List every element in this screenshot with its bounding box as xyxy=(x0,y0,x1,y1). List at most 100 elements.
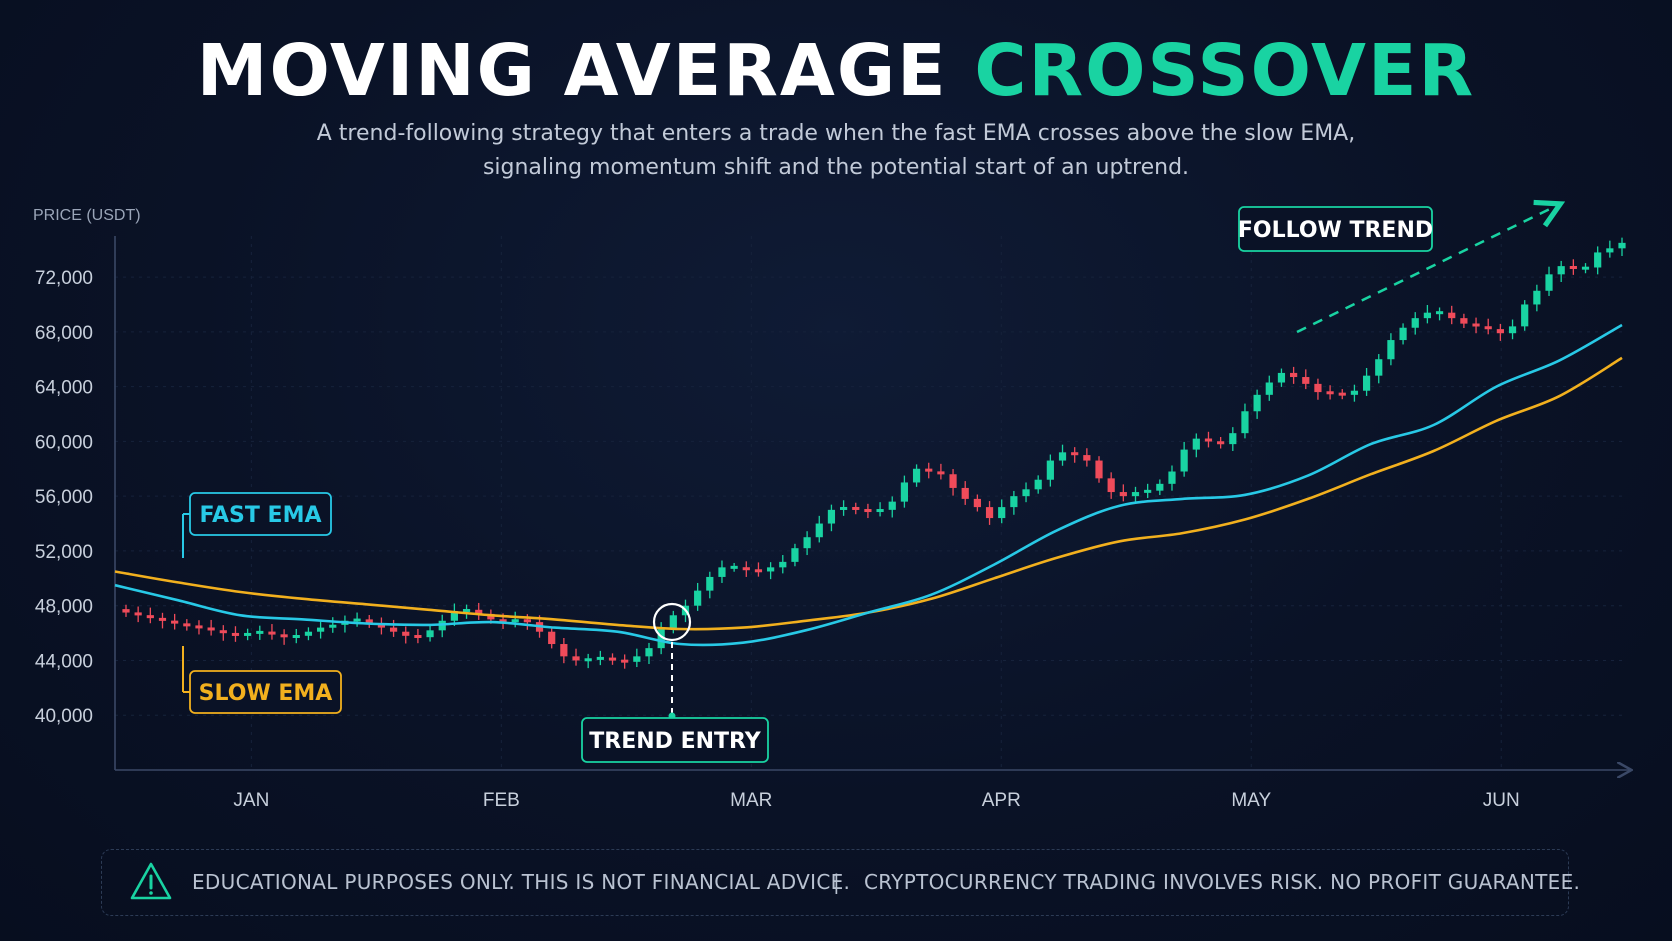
candle xyxy=(1435,307,1444,321)
candle-body xyxy=(1326,391,1334,395)
candle xyxy=(1387,333,1395,366)
candle xyxy=(1533,284,1541,312)
candle xyxy=(426,625,434,642)
candle-body xyxy=(1302,377,1310,384)
candle-body xyxy=(280,634,288,638)
title-part2: CROSSOVER xyxy=(974,29,1476,112)
x-axis-ticks: JAN FEB MAR APR MAY JUN xyxy=(233,790,1519,811)
candle xyxy=(1217,437,1225,449)
subtitle: A trend-following strategy that enters a… xyxy=(236,117,1436,185)
candle xyxy=(1569,259,1577,275)
candle-body xyxy=(669,615,677,629)
candle xyxy=(1095,456,1103,483)
title-part1: MOVING AVERAGE xyxy=(196,29,948,112)
x-tick-label: JAN xyxy=(233,790,269,811)
candle xyxy=(1034,475,1042,494)
y-tick-label: 44,000 xyxy=(35,651,93,672)
candle-body xyxy=(1034,479,1042,490)
candle-body xyxy=(1156,483,1164,491)
price-chart: PRICE (USDT) 40,000 44,000 48,000 52,000 56,… xyxy=(33,0,1672,811)
candle xyxy=(268,624,276,640)
candle-body xyxy=(377,623,386,628)
y-tick-label: 48,000 xyxy=(35,597,93,618)
y-tick-label: 40,000 xyxy=(35,706,93,727)
candle xyxy=(584,653,592,669)
candle-body xyxy=(925,468,933,472)
candle xyxy=(1338,389,1346,400)
candle-body xyxy=(584,658,592,662)
candle xyxy=(1472,317,1480,334)
candle xyxy=(244,628,252,641)
candle xyxy=(779,555,787,574)
candle xyxy=(1168,465,1176,491)
candle-body xyxy=(1362,375,1371,391)
candle xyxy=(900,475,909,508)
candle xyxy=(572,648,580,666)
candle-body xyxy=(754,569,763,573)
candle-body xyxy=(1521,304,1529,327)
candle-body xyxy=(1594,252,1602,268)
follow-trend-box xyxy=(1238,206,1433,252)
candle-body xyxy=(134,612,142,616)
candle xyxy=(1484,318,1492,335)
candle xyxy=(1521,300,1529,331)
candle xyxy=(596,650,604,666)
candle xyxy=(146,607,154,624)
candle-body xyxy=(1071,452,1079,456)
candle-body xyxy=(608,657,617,661)
candle xyxy=(645,642,653,665)
candle xyxy=(925,462,933,479)
candle xyxy=(1058,444,1067,466)
candle xyxy=(1375,354,1383,384)
candle-body xyxy=(207,627,215,631)
candle-body xyxy=(1290,372,1298,378)
candle xyxy=(961,481,969,505)
candle-body xyxy=(694,590,702,606)
candle-body xyxy=(1277,372,1286,383)
candle xyxy=(839,500,848,516)
candle-body xyxy=(1131,492,1140,497)
candle-body xyxy=(268,631,276,635)
candle-body xyxy=(1046,460,1054,480)
fast-ema-text: FAST EMA xyxy=(200,503,322,528)
slow-ema-box xyxy=(189,670,342,714)
candle xyxy=(1411,312,1419,335)
candle xyxy=(1253,389,1261,419)
candle-body xyxy=(1606,248,1614,253)
candles xyxy=(122,237,1626,669)
candle xyxy=(1423,305,1431,324)
candle xyxy=(560,638,568,664)
candle-body xyxy=(499,619,507,623)
page-title: MOVING AVERAGE CROSSOVER xyxy=(0,30,1672,112)
candle-body xyxy=(158,617,167,621)
y-axis-label: PRICE (USDT) xyxy=(33,207,141,224)
candle xyxy=(827,504,836,532)
candle xyxy=(341,615,349,633)
candle-body xyxy=(767,567,775,572)
candle-body xyxy=(998,507,1006,519)
trend-entry-label: TREND ENTRY xyxy=(581,717,769,763)
candle xyxy=(1302,369,1310,390)
candle xyxy=(1192,433,1200,458)
candle-body xyxy=(1581,266,1590,270)
candle-body xyxy=(1095,460,1103,479)
candle xyxy=(949,469,957,496)
candle xyxy=(803,531,811,556)
candle-body xyxy=(973,498,981,508)
candle xyxy=(1618,237,1626,256)
x-tick-label: APR xyxy=(982,790,1021,811)
candle xyxy=(621,654,629,669)
candle-body xyxy=(389,627,398,632)
candle-body xyxy=(1192,438,1200,450)
candle xyxy=(1156,479,1164,496)
y-tick-label: 72,000 xyxy=(35,268,93,289)
fast-ema-box xyxy=(189,492,332,536)
candle-body xyxy=(317,627,325,632)
candle xyxy=(317,621,325,639)
follow-trend-label: FOLLOW TREND xyxy=(1238,206,1433,252)
candle xyxy=(256,625,264,640)
candle-body xyxy=(706,576,714,591)
candle-body xyxy=(462,608,471,612)
candle xyxy=(888,496,896,518)
candle xyxy=(706,571,714,599)
